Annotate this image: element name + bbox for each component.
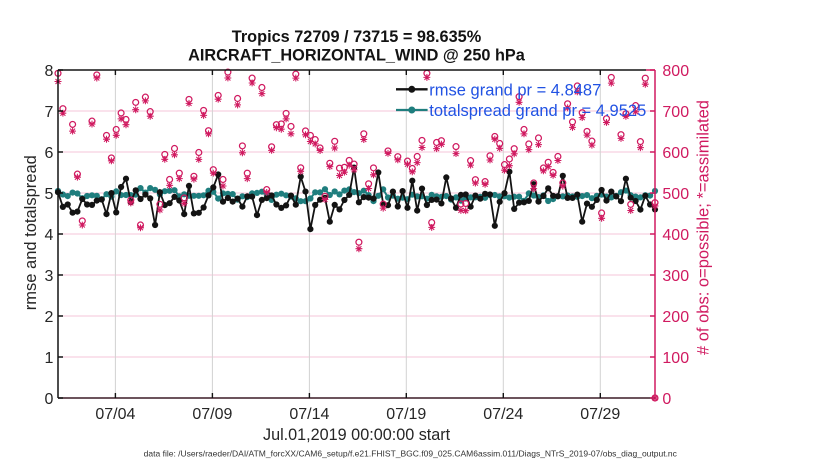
svg-text:07/09: 07/09 (192, 406, 232, 423)
svg-text:data file: /Users/raeder/DAI/A: data file: /Users/raeder/DAI/ATM_forcXX/… (144, 449, 678, 459)
svg-text:Jul.01,2019 00:00:00 start: Jul.01,2019 00:00:00 start (263, 426, 451, 444)
svg-text:rmse and totalspread: rmse and totalspread (22, 155, 40, 310)
svg-text:700: 700 (662, 104, 689, 121)
svg-text:600: 600 (662, 145, 689, 162)
svg-text:07/14: 07/14 (289, 406, 329, 423)
svg-text:07/04: 07/04 (95, 406, 135, 423)
svg-text:0: 0 (662, 391, 671, 408)
svg-text:800: 800 (662, 63, 689, 80)
svg-text:07/29: 07/29 (580, 406, 620, 423)
svg-text:3: 3 (44, 268, 53, 285)
svg-text:totalspread grand pr = 4.9525: totalspread grand pr = 4.9525 (429, 102, 646, 120)
svg-text:07/24: 07/24 (483, 406, 523, 423)
svg-text:500: 500 (662, 186, 689, 203)
svg-text:# of obs: o=possible; *=assimi: # of obs: o=possible; *=assimilated (695, 100, 713, 355)
svg-text:5: 5 (44, 186, 53, 203)
svg-text:200: 200 (662, 309, 689, 326)
svg-text:300: 300 (662, 268, 689, 285)
svg-text:0: 0 (44, 391, 53, 408)
svg-text:4: 4 (44, 227, 53, 244)
svg-text:AIRCRAFT_HORIZONTAL_WIND @ 250: AIRCRAFT_HORIZONTAL_WIND @ 250 hPa (188, 47, 526, 65)
svg-text:6: 6 (44, 145, 53, 162)
svg-text:rmse grand pr = 4.8487: rmse grand pr = 4.8487 (429, 81, 601, 99)
svg-text:100: 100 (662, 350, 689, 367)
svg-text:07/19: 07/19 (386, 406, 426, 423)
svg-text:1: 1 (44, 350, 53, 367)
svg-text:7: 7 (44, 104, 53, 121)
svg-text:400: 400 (662, 227, 689, 244)
svg-text:Tropics 72709 / 73715 = 98.635: Tropics 72709 / 73715 = 98.635% (232, 28, 482, 46)
svg-text:8: 8 (44, 63, 53, 80)
svg-text:2: 2 (44, 309, 53, 326)
